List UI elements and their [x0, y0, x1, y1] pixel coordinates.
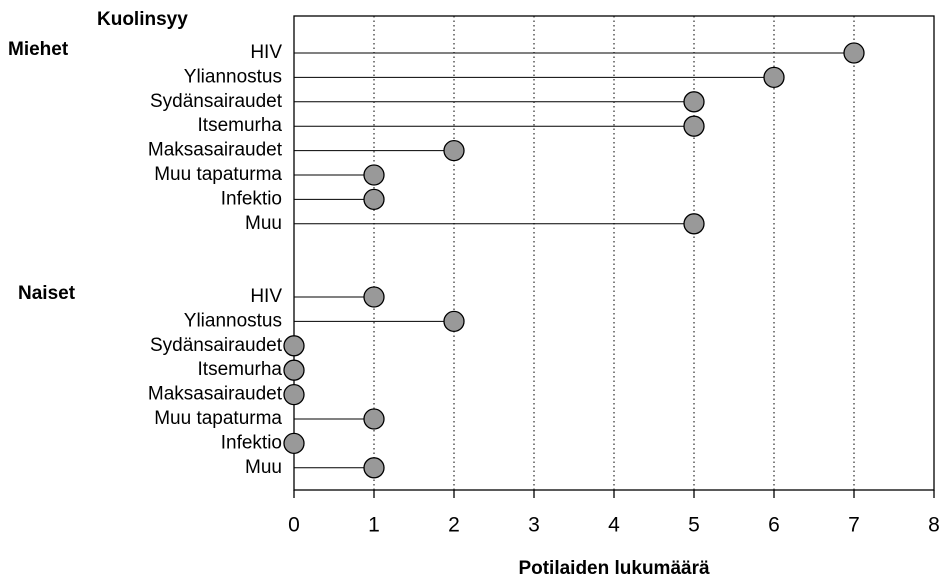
category-label: Muu: [245, 213, 282, 234]
dot: [443, 310, 465, 333]
x-tick-label: 6: [768, 514, 780, 537]
group-label: Miehet: [8, 39, 69, 60]
dot: [363, 188, 385, 211]
group-label: Naiset: [18, 283, 76, 304]
category-label: Maksasairaudet: [148, 140, 283, 161]
plot-frame: [293, 15, 935, 491]
dot: [763, 66, 785, 89]
dot: [363, 408, 385, 430]
category-label: Itsemurha: [198, 359, 283, 380]
dot: [283, 359, 305, 381]
dot: [683, 91, 705, 113]
x-tick-label: 2: [448, 514, 460, 537]
dot: [683, 115, 705, 137]
x-tick-label: 8: [928, 514, 940, 537]
x-tick-label: 0: [288, 514, 300, 537]
category-label: Infektio: [221, 432, 282, 453]
x-tick-label: 5: [688, 514, 700, 537]
dot: [683, 213, 705, 235]
x-tick-label: 1: [368, 514, 380, 537]
category-label: Itsemurha: [198, 115, 283, 136]
category-label: Muu tapaturma: [154, 164, 282, 185]
category-label: Yliannostus: [184, 310, 282, 331]
category-label: Muu tapaturma: [154, 408, 282, 429]
dot: [363, 164, 385, 186]
dot: [363, 286, 385, 308]
dot: [363, 457, 385, 479]
category-label: HIV: [250, 42, 282, 63]
dot: [843, 42, 865, 64]
dot: [283, 432, 305, 455]
dot: [283, 383, 305, 406]
category-label: Muu: [245, 457, 282, 478]
x-tick-label: 7: [848, 514, 860, 537]
category-label: Sydänsairaudet: [150, 91, 283, 112]
dot: [443, 139, 465, 162]
category-label: Infektio: [221, 188, 282, 209]
x-tick-label: 4: [608, 514, 620, 537]
category-label: Sydänsairaudet: [150, 335, 283, 356]
x-tick-label: 3: [528, 514, 540, 537]
y-axis-label: Kuolinsyy: [97, 9, 188, 30]
category-label: HIV: [250, 286, 282, 307]
category-label: Yliannostus: [184, 66, 282, 87]
dot: [283, 335, 305, 357]
x-axis-label: Potilaiden lukumäärä: [518, 558, 710, 579]
category-label: Maksasairaudet: [148, 384, 283, 405]
